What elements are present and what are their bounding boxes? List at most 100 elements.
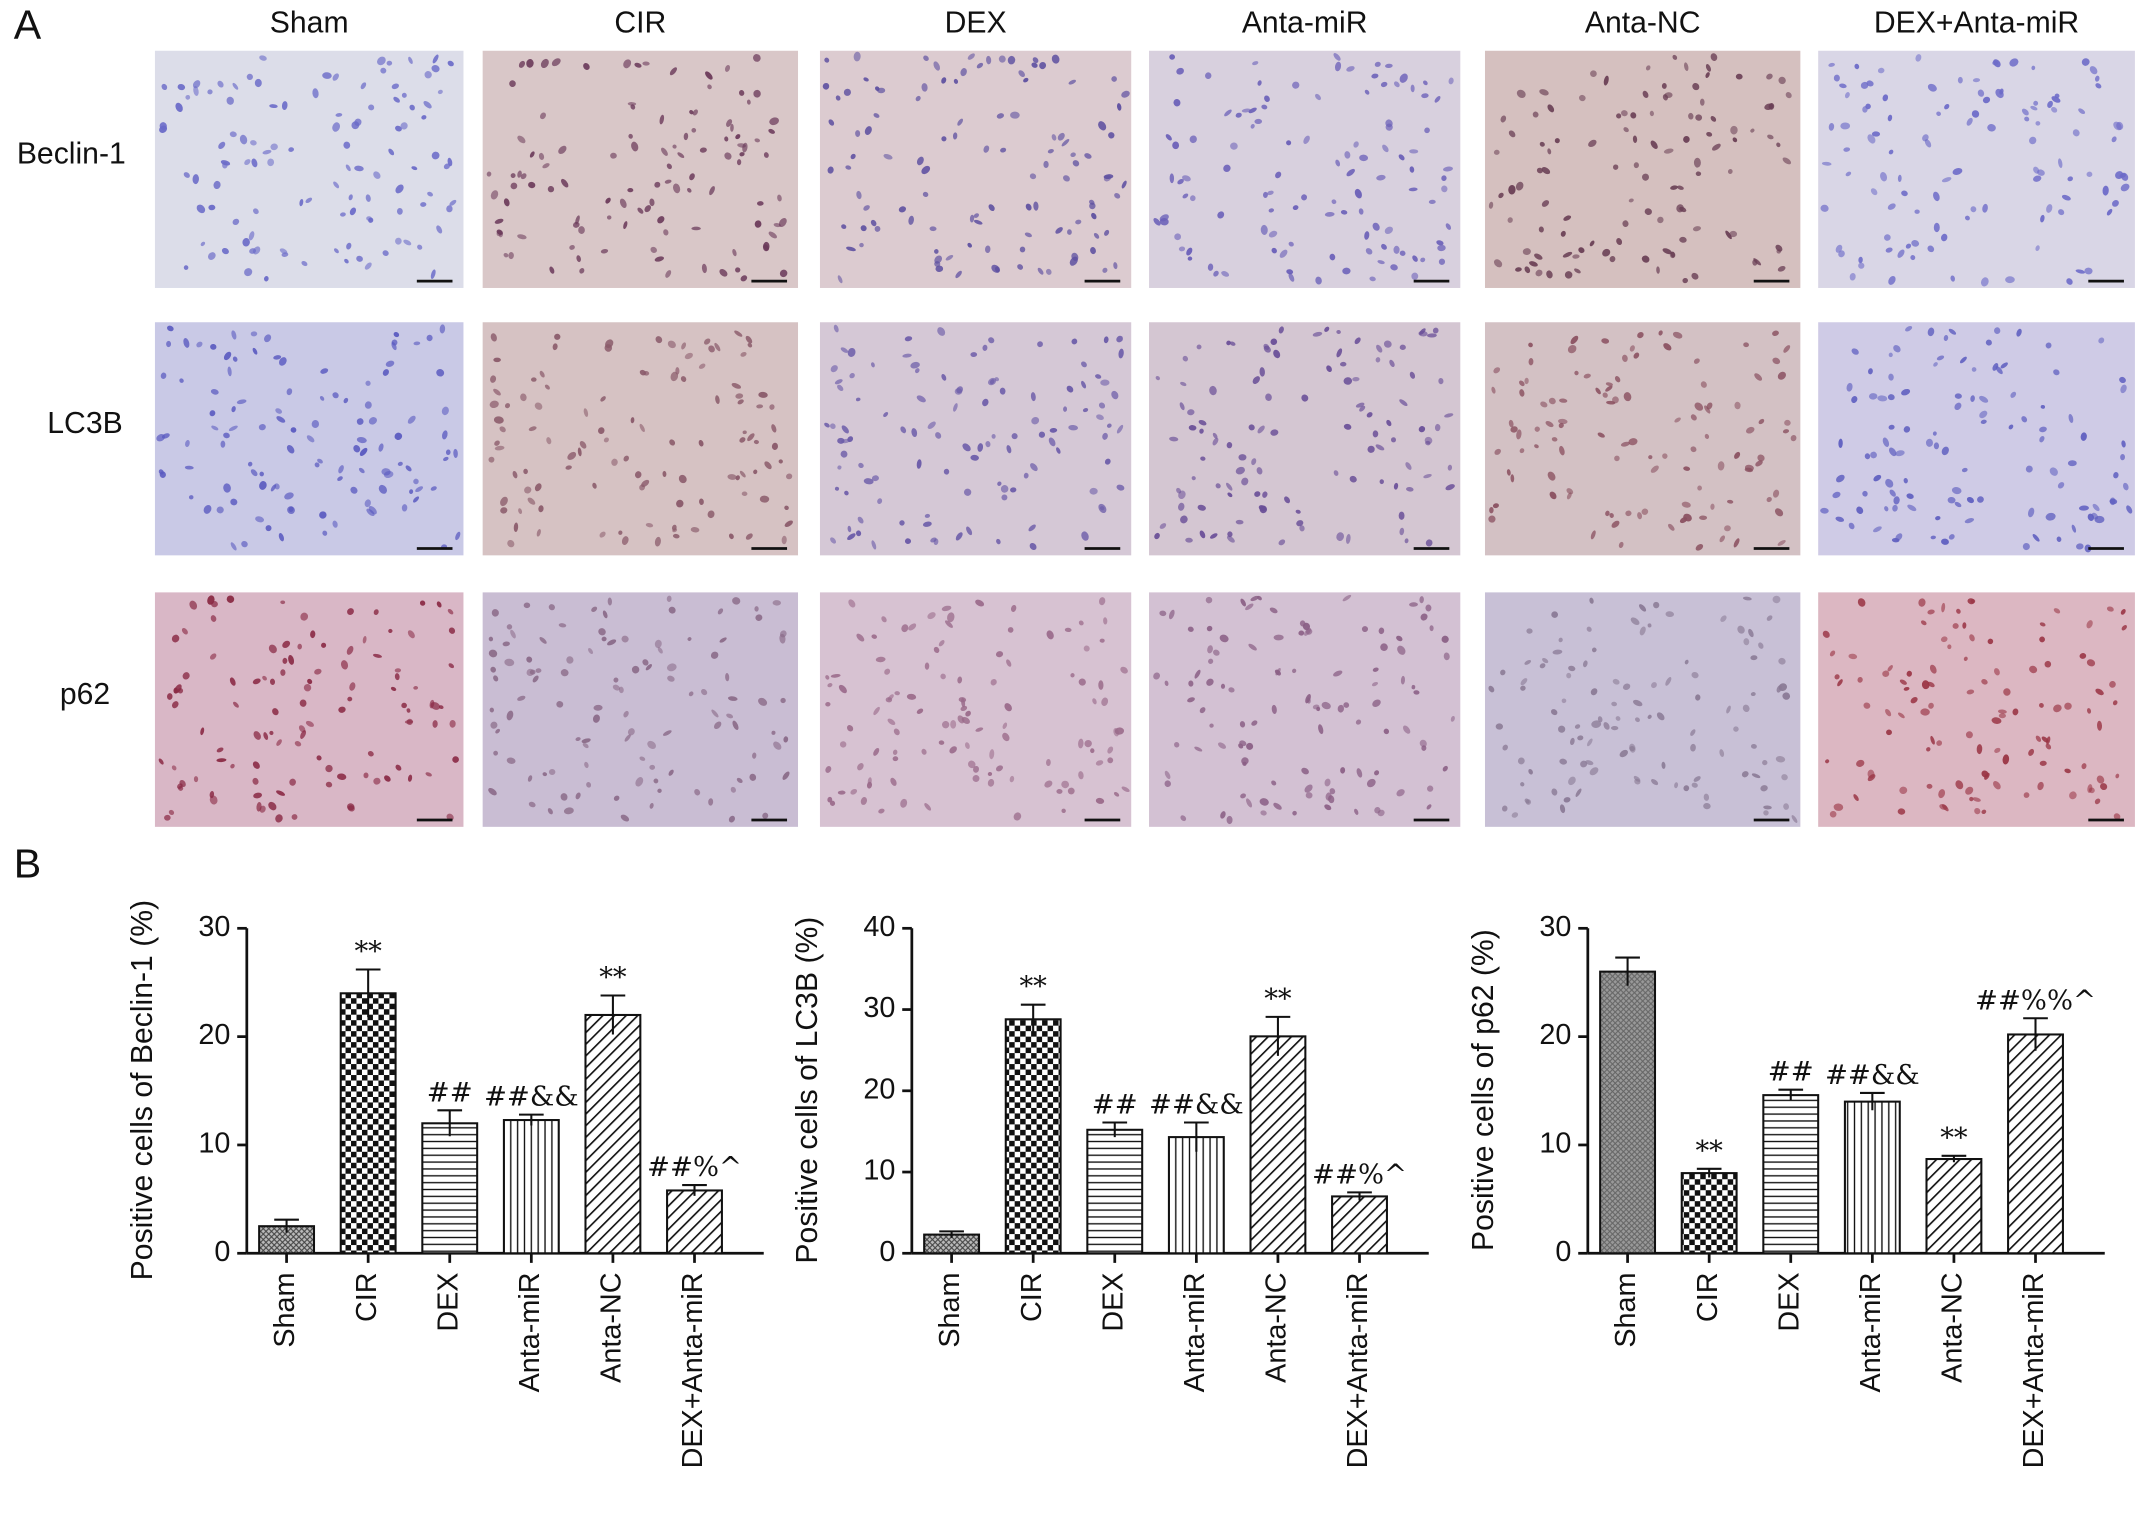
cell	[1981, 809, 1987, 815]
cell	[644, 205, 652, 213]
cell	[1743, 638, 1750, 646]
cell	[1746, 426, 1755, 434]
cell	[1703, 793, 1710, 801]
cell	[600, 248, 609, 254]
significance-mark: **	[1019, 972, 1047, 1003]
cell	[171, 765, 177, 771]
cell	[207, 252, 216, 260]
cell	[1246, 798, 1253, 808]
cell	[1941, 446, 1949, 456]
cell	[510, 182, 518, 190]
cell	[542, 772, 548, 777]
cell	[1239, 721, 1246, 728]
cell	[1506, 469, 1511, 476]
cell	[1719, 535, 1726, 543]
cell	[1820, 507, 1829, 514]
cell	[927, 421, 936, 429]
cell	[1336, 532, 1345, 541]
cell	[822, 82, 830, 90]
cell	[226, 96, 234, 105]
cell	[655, 336, 663, 344]
cell	[1903, 686, 1910, 691]
cell	[1329, 788, 1336, 795]
cell	[1366, 778, 1376, 788]
cell	[1217, 211, 1225, 219]
cell	[1691, 782, 1698, 788]
cell	[742, 430, 747, 435]
cell	[1865, 103, 1871, 110]
cell	[777, 194, 782, 202]
y-tick-label: 20	[198, 1019, 230, 1051]
cell	[764, 461, 772, 470]
cell	[1674, 782, 1679, 789]
cell	[419, 600, 426, 606]
cell	[977, 443, 984, 452]
cell	[829, 800, 836, 806]
cell	[1561, 698, 1567, 704]
cell	[654, 639, 662, 649]
cell	[1893, 496, 1900, 505]
cell	[1605, 510, 1610, 517]
cell	[1337, 704, 1345, 713]
cell	[1394, 81, 1400, 88]
cell	[395, 125, 402, 132]
cell	[1245, 603, 1254, 611]
cell	[2087, 784, 2093, 793]
cell	[1750, 743, 1757, 749]
cell	[911, 428, 918, 437]
cell	[403, 239, 412, 246]
cell	[320, 368, 329, 374]
cell	[382, 369, 389, 376]
cell	[583, 408, 589, 417]
cell	[827, 796, 833, 803]
cell	[1498, 192, 1504, 199]
cell	[698, 363, 706, 369]
cell	[762, 812, 769, 819]
cell	[1612, 164, 1619, 170]
cell	[1445, 223, 1452, 230]
cell	[1164, 680, 1169, 687]
cell	[1271, 247, 1277, 254]
cell	[1399, 73, 1408, 83]
cell	[1519, 389, 1525, 397]
cell	[210, 389, 219, 395]
cell	[1372, 430, 1379, 438]
cell	[684, 352, 693, 360]
cell	[1089, 487, 1098, 495]
cell	[1004, 703, 1012, 712]
cell	[415, 486, 424, 493]
x-tick-label: DEX+Anta-miR	[677, 1272, 709, 1468]
cell	[1868, 368, 1873, 375]
cell	[1570, 335, 1579, 345]
cell	[1228, 687, 1235, 693]
cell	[1220, 683, 1226, 689]
cell	[953, 403, 958, 412]
cell	[1767, 134, 1774, 140]
cell	[1554, 138, 1560, 144]
cell	[1250, 595, 1259, 602]
cell	[1230, 142, 1238, 150]
cell	[372, 653, 382, 658]
cell	[168, 809, 175, 816]
cell	[1273, 634, 1284, 641]
cell	[1886, 729, 1892, 736]
cell	[1927, 245, 1935, 253]
cell	[185, 94, 191, 100]
cell	[1906, 670, 1912, 677]
cell	[1267, 190, 1274, 196]
x-tick-label: DEX+Anta-miR	[2018, 1272, 2050, 1468]
cell	[368, 104, 375, 111]
cell	[1994, 747, 2001, 753]
bar	[1925, 1158, 1983, 1255]
cell	[1649, 110, 1654, 117]
cell	[1095, 760, 1104, 766]
cell	[769, 117, 780, 126]
cell	[439, 324, 446, 334]
cell	[738, 90, 745, 96]
cell	[855, 397, 861, 402]
cell	[1526, 628, 1533, 634]
cell	[1491, 386, 1496, 394]
cell	[630, 104, 636, 110]
cell	[1101, 697, 1109, 706]
cell	[365, 380, 371, 386]
